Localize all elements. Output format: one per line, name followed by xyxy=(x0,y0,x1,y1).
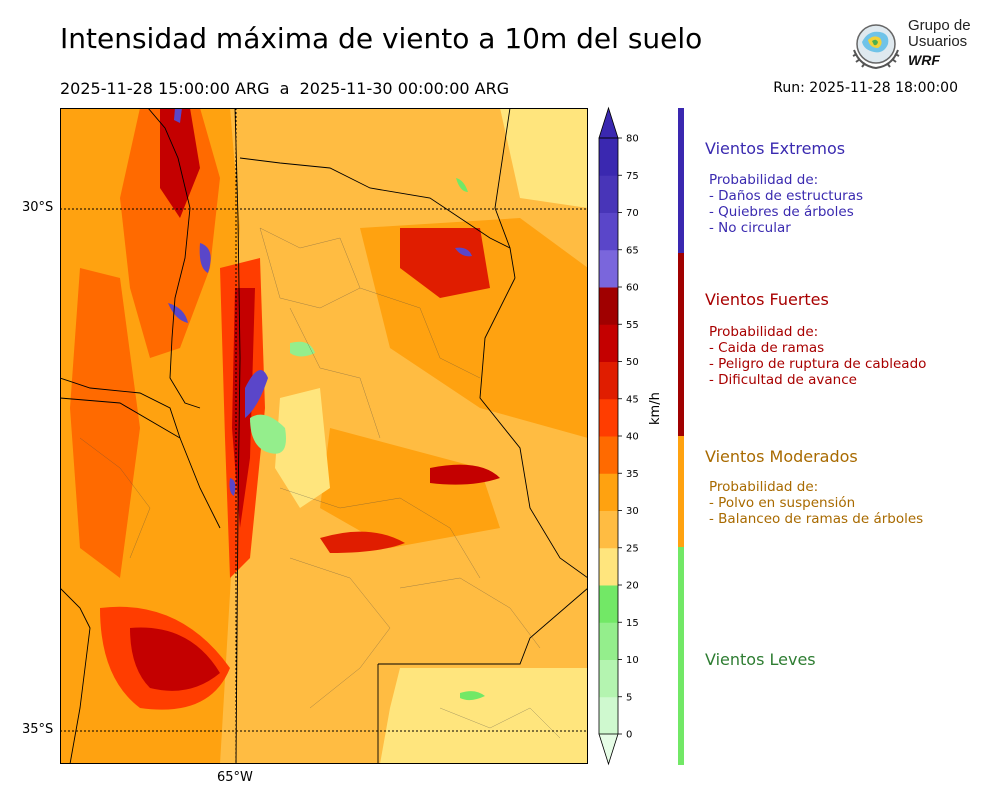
category-bar-extreme xyxy=(678,108,684,253)
graticule xyxy=(60,108,588,764)
colorbar-tick-label: 25 xyxy=(626,543,639,554)
valid-period: 2025-11-28 15:00:00 ARG a 2025-11-30 00:… xyxy=(60,79,510,98)
wind-zone-band-east xyxy=(430,464,500,485)
colorbar-tick-label: 30 xyxy=(626,506,639,517)
colorbar-segment xyxy=(599,361,618,400)
colorbar-tick-label: 5 xyxy=(626,692,632,703)
grupo-usuarios-wrf-logo: Grupo de Usuarios WRF xyxy=(848,17,971,72)
lon-label-65w: 65°W xyxy=(217,770,253,785)
colorbar-segment xyxy=(599,696,618,735)
province-borders xyxy=(60,108,588,764)
category-moderate: Vientos Moderados Probabilidad de: - Pol… xyxy=(705,447,923,527)
colorbar-segment xyxy=(599,436,618,474)
category-strong-line: Probabilidad de: xyxy=(709,324,819,340)
wind-zone-very-strong-ridge xyxy=(232,288,255,528)
colorbar-unit: km/h xyxy=(648,392,663,425)
category-light-title: Vientos Leves xyxy=(705,650,816,669)
colorbar-segment xyxy=(599,547,618,586)
category-color-bar xyxy=(678,108,684,765)
wind-zone-calm-1 xyxy=(250,414,286,454)
logo-wrf: WRF xyxy=(908,52,940,68)
wind-zone-very-strong-sw xyxy=(130,627,220,691)
lat-label-35s: 35°S xyxy=(22,722,54,737)
colorbar-segment xyxy=(599,287,618,325)
category-bar-moderate xyxy=(678,436,684,547)
logo-text: Grupo de Usuarios xyxy=(908,17,971,50)
colorbar-segment xyxy=(599,175,618,213)
category-moderate-title: Vientos Moderados xyxy=(705,447,858,466)
colorbar-segment xyxy=(599,659,618,698)
wind-zone-extreme-1 xyxy=(168,303,188,323)
colorbar-segment xyxy=(599,324,618,362)
wind-zone-extreme-2 xyxy=(199,243,211,273)
colorbar-segment xyxy=(599,138,618,176)
lat-label-30s: 30°S xyxy=(22,200,54,215)
map-frame xyxy=(60,108,588,764)
colorbar-segment xyxy=(599,249,618,288)
map-title: Intensidad máxima de viento a 10m del su… xyxy=(60,22,703,55)
department-borders xyxy=(79,227,561,739)
colorbar-tick-label: 10 xyxy=(626,655,639,666)
wind-zone-light-center xyxy=(275,388,330,508)
category-extreme-line: - Daños de estructuras xyxy=(709,188,864,204)
category-strong-line: - Dificultad de avance xyxy=(709,372,857,388)
wind-intensity-map xyxy=(60,108,588,764)
colorbar-tick-label: 40 xyxy=(626,432,639,443)
category-extreme-title: Vientos Extremos xyxy=(705,139,846,158)
wind-zone-extreme-6 xyxy=(229,478,236,496)
category-moderate-line: Probabilidad de: xyxy=(709,479,819,495)
category-strong-title: Vientos Fuertes xyxy=(705,290,829,309)
colorbar-segment xyxy=(599,212,618,251)
colorbar-tick-label: 45 xyxy=(626,394,639,405)
colorbar-segment xyxy=(599,510,618,549)
colorbar-tick-label: 60 xyxy=(626,283,639,294)
globe-emblem-icon xyxy=(852,24,900,70)
category-bar-light xyxy=(678,547,684,765)
colorbar-tick-label: 80 xyxy=(626,134,639,145)
category-light: Vientos Leves xyxy=(705,650,816,669)
wind-zone-calm-4 xyxy=(456,178,468,192)
colorbar-tick-label: 35 xyxy=(626,469,639,480)
colorbar-tick-label: 75 xyxy=(626,171,639,182)
colorbar-extend-low xyxy=(598,733,619,766)
category-bar-strong xyxy=(678,253,684,436)
wind-zone-extreme-3 xyxy=(245,370,268,418)
colorbar-tick-label: 20 xyxy=(626,581,639,592)
wind-zone-band-center xyxy=(320,531,405,553)
colorbar-segment xyxy=(599,398,618,437)
wind-zone-extreme-5 xyxy=(455,247,472,257)
category-extreme-line: Probabilidad de: xyxy=(709,172,819,188)
colorbar-segment xyxy=(599,585,618,623)
wind-zone-very-strong-north xyxy=(160,108,200,218)
colorbar-tick-label: 70 xyxy=(626,208,639,219)
colorbar-segment xyxy=(599,622,618,660)
wind-zone-light-ne xyxy=(500,108,588,208)
colorbar-tick-label: 0 xyxy=(626,730,632,741)
wind-zone-strong-west xyxy=(70,268,140,578)
wind-zone-moderate-center xyxy=(320,428,500,548)
wind-zone-light-south xyxy=(380,668,588,764)
wind-speed-colorbar: 0 5 10 15 20 25 30 35 40 45 50 55 60 65 70 75 80 xyxy=(598,106,639,766)
category-strong-line: - Caida de ramas xyxy=(709,340,825,356)
category-moderate-line: - Polvo en suspensión xyxy=(709,495,856,511)
colorbar-tick-label: 65 xyxy=(626,245,639,256)
wind-zone-extreme-4 xyxy=(174,108,182,123)
colorbar-tick-label: 15 xyxy=(626,618,639,629)
wind-zone-calm-3 xyxy=(460,691,485,701)
category-strong-line: - Peligro de ruptura de cableado xyxy=(709,356,927,372)
colorbar-tick-label: 50 xyxy=(626,357,639,368)
category-strong: Vientos Fuertes Probabilidad de: - Caida… xyxy=(705,290,926,388)
category-moderate-line: - Balanceo de ramas de árboles xyxy=(709,511,924,527)
colorbar-tick-label: 55 xyxy=(626,320,639,331)
wind-zone-strong-ne xyxy=(400,228,490,298)
category-extreme: Vientos Extremos Probabilidad de: - Daño… xyxy=(705,139,863,236)
run-time: Run: 2025-11-28 18:00:00 xyxy=(773,80,958,96)
category-extreme-line: - No circular xyxy=(709,220,791,236)
colorbar-extend-high xyxy=(598,106,619,139)
colorbar-segment xyxy=(599,473,618,511)
category-extreme-line: - Quiebres de árboles xyxy=(709,204,854,220)
